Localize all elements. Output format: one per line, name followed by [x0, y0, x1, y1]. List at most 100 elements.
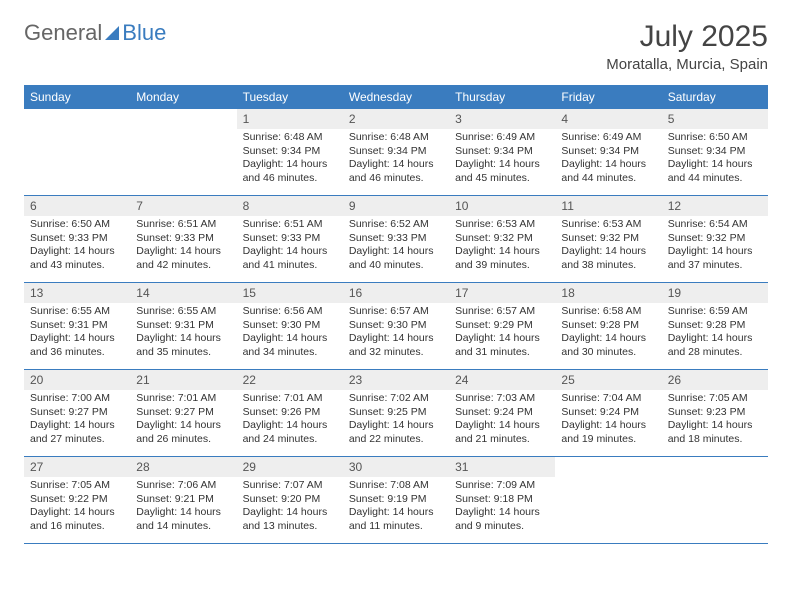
dayname-header: Tuesday	[237, 85, 343, 109]
logo-text-blue: Blue	[122, 20, 166, 46]
calendar-day-cell: 8Sunrise: 6:51 AMSunset: 9:33 PMDaylight…	[237, 196, 343, 283]
logo-triangle-icon	[105, 26, 119, 40]
calendar-empty-cell	[24, 109, 130, 196]
header: General Blue July 2025 Moratalla, Murcia…	[24, 20, 768, 73]
dayname-header: Monday	[130, 85, 236, 109]
day-content: Sunrise: 6:57 AMSunset: 9:29 PMDaylight:…	[449, 303, 555, 366]
day-number: 30	[343, 457, 449, 477]
day-content: Sunrise: 7:01 AMSunset: 9:27 PMDaylight:…	[130, 390, 236, 453]
calendar-day-cell: 24Sunrise: 7:03 AMSunset: 9:24 PMDayligh…	[449, 370, 555, 457]
calendar-week-row: 27Sunrise: 7:05 AMSunset: 9:22 PMDayligh…	[24, 457, 768, 544]
calendar-day-cell: 23Sunrise: 7:02 AMSunset: 9:25 PMDayligh…	[343, 370, 449, 457]
day-content: Sunrise: 6:56 AMSunset: 9:30 PMDaylight:…	[237, 303, 343, 366]
day-number: 25	[555, 370, 661, 390]
calendar-day-cell: 13Sunrise: 6:55 AMSunset: 9:31 PMDayligh…	[24, 283, 130, 370]
day-number: 5	[662, 109, 768, 129]
day-content: Sunrise: 7:07 AMSunset: 9:20 PMDaylight:…	[237, 477, 343, 540]
calendar-day-cell: 20Sunrise: 7:00 AMSunset: 9:27 PMDayligh…	[24, 370, 130, 457]
calendar-day-cell: 4Sunrise: 6:49 AMSunset: 9:34 PMDaylight…	[555, 109, 661, 196]
day-number: 13	[24, 283, 130, 303]
day-content: Sunrise: 6:49 AMSunset: 9:34 PMDaylight:…	[555, 129, 661, 192]
dayname-header: Friday	[555, 85, 661, 109]
logo: General Blue	[24, 20, 166, 46]
calendar-day-cell: 1Sunrise: 6:48 AMSunset: 9:34 PMDaylight…	[237, 109, 343, 196]
day-content: Sunrise: 6:48 AMSunset: 9:34 PMDaylight:…	[343, 129, 449, 192]
day-number: 22	[237, 370, 343, 390]
calendar-day-cell: 3Sunrise: 6:49 AMSunset: 9:34 PMDaylight…	[449, 109, 555, 196]
day-content: Sunrise: 6:55 AMSunset: 9:31 PMDaylight:…	[130, 303, 236, 366]
location: Moratalla, Murcia, Spain	[606, 56, 768, 73]
calendar-day-cell: 22Sunrise: 7:01 AMSunset: 9:26 PMDayligh…	[237, 370, 343, 457]
calendar-empty-cell	[555, 457, 661, 544]
day-number: 11	[555, 196, 661, 216]
day-content: Sunrise: 6:52 AMSunset: 9:33 PMDaylight:…	[343, 216, 449, 279]
day-content: Sunrise: 7:05 AMSunset: 9:22 PMDaylight:…	[24, 477, 130, 540]
day-content: Sunrise: 7:02 AMSunset: 9:25 PMDaylight:…	[343, 390, 449, 453]
day-number: 15	[237, 283, 343, 303]
day-content: Sunrise: 7:08 AMSunset: 9:19 PMDaylight:…	[343, 477, 449, 540]
calendar-day-cell: 31Sunrise: 7:09 AMSunset: 9:18 PMDayligh…	[449, 457, 555, 544]
calendar-day-cell: 2Sunrise: 6:48 AMSunset: 9:34 PMDaylight…	[343, 109, 449, 196]
day-number: 1	[237, 109, 343, 129]
day-number: 4	[555, 109, 661, 129]
dayname-header: Wednesday	[343, 85, 449, 109]
day-number: 21	[130, 370, 236, 390]
day-number: 28	[130, 457, 236, 477]
calendar-day-cell: 14Sunrise: 6:55 AMSunset: 9:31 PMDayligh…	[130, 283, 236, 370]
calendar-table: SundayMondayTuesdayWednesdayThursdayFrid…	[24, 85, 768, 544]
calendar-day-cell: 25Sunrise: 7:04 AMSunset: 9:24 PMDayligh…	[555, 370, 661, 457]
calendar-day-cell: 30Sunrise: 7:08 AMSunset: 9:19 PMDayligh…	[343, 457, 449, 544]
day-number: 12	[662, 196, 768, 216]
calendar-day-cell: 27Sunrise: 7:05 AMSunset: 9:22 PMDayligh…	[24, 457, 130, 544]
dayname-header: Thursday	[449, 85, 555, 109]
calendar-day-cell: 17Sunrise: 6:57 AMSunset: 9:29 PMDayligh…	[449, 283, 555, 370]
dayname-header: Saturday	[662, 85, 768, 109]
day-number: 24	[449, 370, 555, 390]
calendar-day-cell: 7Sunrise: 6:51 AMSunset: 9:33 PMDaylight…	[130, 196, 236, 283]
day-number: 2	[343, 109, 449, 129]
day-content: Sunrise: 6:54 AMSunset: 9:32 PMDaylight:…	[662, 216, 768, 279]
day-number: 31	[449, 457, 555, 477]
day-number: 3	[449, 109, 555, 129]
day-number: 7	[130, 196, 236, 216]
day-number: 10	[449, 196, 555, 216]
logo-text-general: General	[24, 20, 102, 46]
calendar-day-cell: 9Sunrise: 6:52 AMSunset: 9:33 PMDaylight…	[343, 196, 449, 283]
day-number: 14	[130, 283, 236, 303]
day-content: Sunrise: 7:05 AMSunset: 9:23 PMDaylight:…	[662, 390, 768, 453]
day-content: Sunrise: 6:53 AMSunset: 9:32 PMDaylight:…	[555, 216, 661, 279]
day-number: 8	[237, 196, 343, 216]
day-number: 18	[555, 283, 661, 303]
calendar-week-row: 20Sunrise: 7:00 AMSunset: 9:27 PMDayligh…	[24, 370, 768, 457]
calendar-day-cell: 21Sunrise: 7:01 AMSunset: 9:27 PMDayligh…	[130, 370, 236, 457]
day-content: Sunrise: 6:53 AMSunset: 9:32 PMDaylight:…	[449, 216, 555, 279]
day-number: 19	[662, 283, 768, 303]
dayname-header: Sunday	[24, 85, 130, 109]
day-number: 29	[237, 457, 343, 477]
day-content: Sunrise: 6:51 AMSunset: 9:33 PMDaylight:…	[237, 216, 343, 279]
calendar-week-row: 1Sunrise: 6:48 AMSunset: 9:34 PMDaylight…	[24, 109, 768, 196]
calendar-day-cell: 5Sunrise: 6:50 AMSunset: 9:34 PMDaylight…	[662, 109, 768, 196]
month-title: July 2025	[606, 20, 768, 54]
day-content: Sunrise: 6:48 AMSunset: 9:34 PMDaylight:…	[237, 129, 343, 192]
calendar-day-cell: 11Sunrise: 6:53 AMSunset: 9:32 PMDayligh…	[555, 196, 661, 283]
day-content: Sunrise: 6:57 AMSunset: 9:30 PMDaylight:…	[343, 303, 449, 366]
dayname-row: SundayMondayTuesdayWednesdayThursdayFrid…	[24, 85, 768, 109]
calendar-day-cell: 29Sunrise: 7:07 AMSunset: 9:20 PMDayligh…	[237, 457, 343, 544]
calendar-day-cell: 26Sunrise: 7:05 AMSunset: 9:23 PMDayligh…	[662, 370, 768, 457]
day-content: Sunrise: 7:01 AMSunset: 9:26 PMDaylight:…	[237, 390, 343, 453]
day-number: 26	[662, 370, 768, 390]
day-number: 9	[343, 196, 449, 216]
day-content: Sunrise: 7:09 AMSunset: 9:18 PMDaylight:…	[449, 477, 555, 540]
calendar-day-cell: 18Sunrise: 6:58 AMSunset: 9:28 PMDayligh…	[555, 283, 661, 370]
day-content: Sunrise: 7:04 AMSunset: 9:24 PMDaylight:…	[555, 390, 661, 453]
day-number: 20	[24, 370, 130, 390]
day-number: 23	[343, 370, 449, 390]
day-content: Sunrise: 6:49 AMSunset: 9:34 PMDaylight:…	[449, 129, 555, 192]
calendar-empty-cell	[130, 109, 236, 196]
day-content: Sunrise: 6:50 AMSunset: 9:34 PMDaylight:…	[662, 129, 768, 192]
day-content: Sunrise: 6:51 AMSunset: 9:33 PMDaylight:…	[130, 216, 236, 279]
day-number: 27	[24, 457, 130, 477]
day-content: Sunrise: 6:59 AMSunset: 9:28 PMDaylight:…	[662, 303, 768, 366]
day-content: Sunrise: 6:55 AMSunset: 9:31 PMDaylight:…	[24, 303, 130, 366]
